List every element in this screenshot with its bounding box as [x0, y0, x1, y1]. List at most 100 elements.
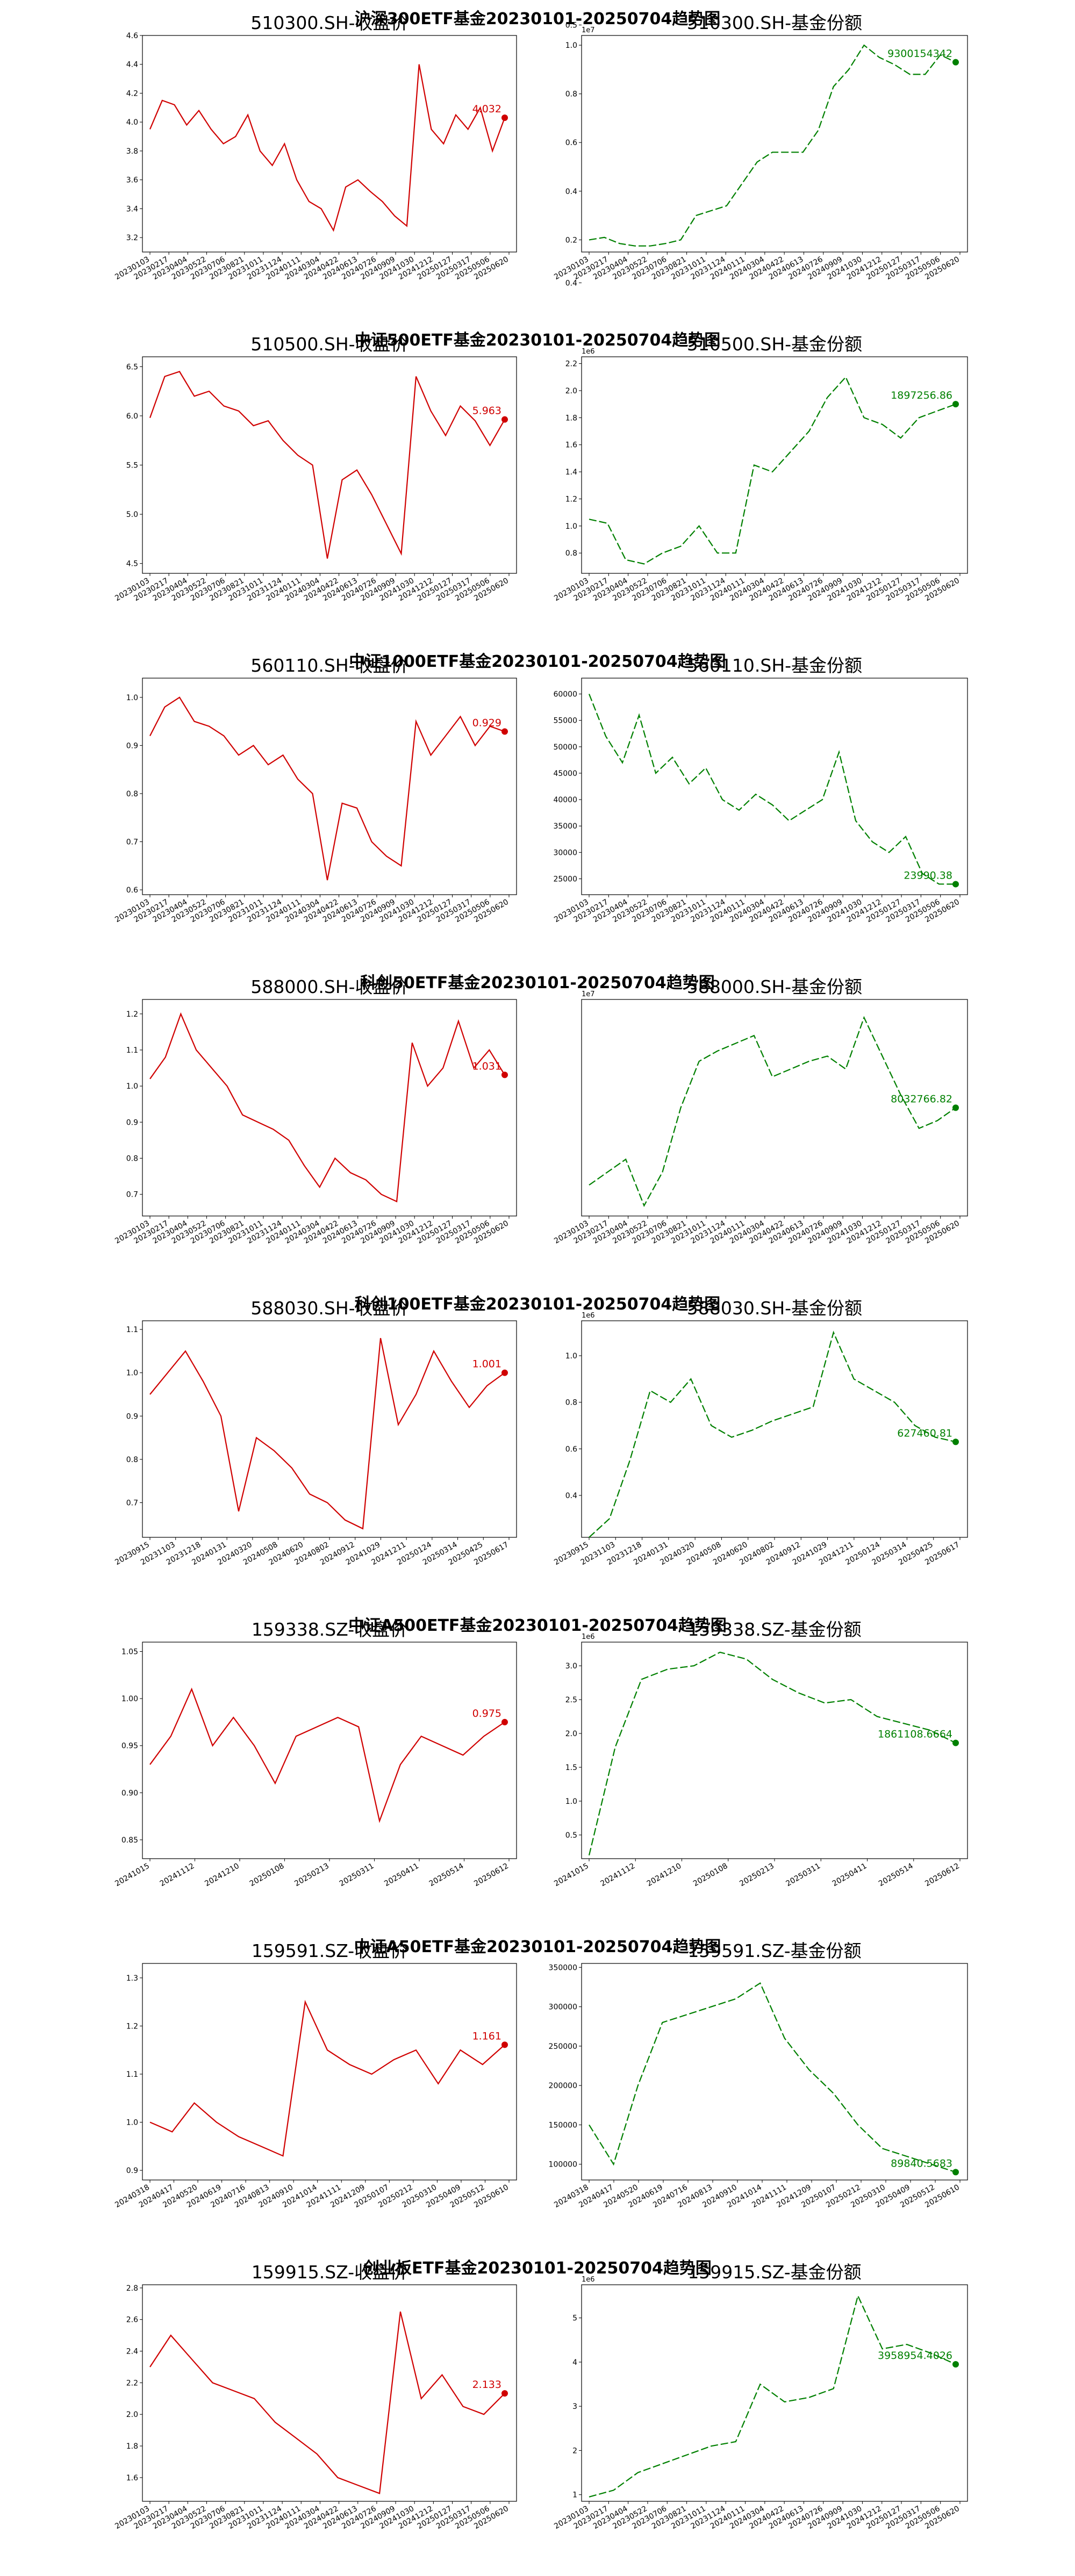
plot-frame	[581, 35, 968, 253]
y-tick-label: 60000	[553, 690, 577, 699]
figure-suptitle: 沪深300ETF基金20230101-20250704趋势图	[354, 10, 721, 28]
series-line	[589, 1330, 956, 1538]
fund-share-chart: 588000.SH-基金份额1e70.40.50.60.70.80.91.01.…	[553, 21, 968, 1246]
fund-share-chart: 588030.SH-基金份额1e60.40.60.81.020230915202…	[553, 1298, 968, 1567]
series-line	[588, 694, 956, 885]
y-tick-label: 250000	[549, 2042, 577, 2051]
last-point-marker	[501, 114, 508, 121]
plot-frame	[142, 356, 517, 574]
x-tick-label: 20250213	[738, 1862, 776, 1888]
y-tick-label: 2.5	[565, 1696, 577, 1704]
y-tick-label: 1.4	[565, 468, 577, 477]
y-tick-label: 0.7	[126, 1191, 138, 1199]
plot-frame	[581, 999, 968, 1217]
last-point-marker	[952, 2361, 959, 2368]
x-tick-label: 20241015	[553, 1862, 590, 1888]
last-point-marker	[952, 881, 959, 888]
x-tick-label: 20250514	[877, 1862, 915, 1889]
y-tick-label: 4.0	[126, 118, 138, 127]
x-tick-label: 20241112	[599, 1862, 637, 1888]
last-value-label: 3958954.4026	[878, 2350, 952, 2362]
last-value-label: 8032766.82	[891, 1093, 952, 1105]
x-tick-label: 20250213	[293, 1862, 331, 1888]
panel-title: 510500.SH-基金份额	[687, 334, 862, 355]
y-tick-label: 0.8	[565, 549, 577, 558]
y-tick-label: 200000	[549, 2082, 577, 2090]
last-value-label: 1.001	[472, 1358, 501, 1370]
last-point-marker	[952, 401, 959, 408]
y-tick-label: 45000	[553, 769, 577, 778]
x-tick-label: 20241210	[203, 1862, 241, 1888]
y-tick-label: 3.2	[126, 234, 138, 242]
y-tick-label: 0.9	[126, 1118, 138, 1127]
plot-frame	[142, 1642, 517, 1859]
last-point-marker	[952, 1104, 959, 1111]
close-price-chart: 159591.SZ-收盘价0.91.01.11.21.3202403182024…	[113, 1940, 517, 2210]
y-tick-label: 300000	[549, 2003, 577, 2012]
y-tick-label: 1.0	[126, 2119, 138, 2127]
panel-title: 159338.SZ-基金份额	[687, 1619, 861, 1640]
axis-offset-label: 1e6	[582, 2276, 595, 2284]
y-tick-label: 100000	[549, 2161, 577, 2169]
figure-suptitle: 创业板ETF基金20230101-20250704趋势图	[363, 2259, 712, 2278]
y-tick-label: 4	[572, 2358, 577, 2367]
last-value-label: 0.929	[472, 717, 501, 729]
y-tick-label: 1.0	[565, 41, 577, 50]
last-point-marker	[952, 59, 959, 66]
y-tick-label: 0.6	[565, 139, 577, 147]
series-line	[149, 1999, 505, 2157]
y-tick-label: 4.6	[126, 32, 138, 40]
close-price-chart: 588000.SH-收盘价0.70.80.91.01.11.2202301032…	[113, 976, 517, 1246]
series-line	[149, 696, 505, 881]
panel-title: 159591.SZ-收盘价	[252, 1940, 407, 1961]
plot-frame	[581, 2284, 968, 2502]
series-line	[589, 1982, 956, 2173]
fund-share-chart: 510300.SH-基金份额1e70.20.40.60.81.020230103…	[553, 12, 968, 282]
y-tick-label: 0.8	[126, 1155, 138, 1163]
y-tick-label: 1.2	[565, 495, 577, 503]
close-price-chart: 560110.SH-收盘价0.60.70.80.91.0202301032023…	[113, 655, 517, 924]
plot-frame	[142, 678, 517, 895]
x-tick-label: 20241112	[159, 1862, 196, 1888]
y-tick-label: 50000	[553, 743, 577, 752]
y-tick-label: 0.95	[121, 1742, 138, 1751]
y-tick-label: 0.8	[126, 790, 138, 798]
fund-share-chart: 560110.SH-基金份额 25000 30000 35000 40000 45000 5…	[553, 655, 968, 924]
y-tick-label: 350000	[549, 1963, 577, 1972]
x-tick-label: 20250108	[692, 1862, 729, 1888]
y-tick-label: 3	[572, 2402, 577, 2411]
y-tick-label: 2.2	[565, 360, 577, 369]
last-value-label: 9300154342	[887, 48, 952, 60]
series-line	[149, 64, 506, 232]
y-tick-label: 1.0	[126, 1082, 138, 1091]
y-tick-label: 40000	[553, 796, 577, 804]
y-tick-label: 2.2	[126, 2379, 138, 2387]
figure-suptitle: 中证500ETF基金20230101-20250704趋势图	[354, 331, 721, 350]
chart-section: 中证1000ETF基金20230101-20250704趋势图 560110.SH…	[0, 647, 1075, 969]
fund-share-chart: 159915.SZ-基金份额1e612345202301032023021720…	[553, 2262, 968, 2531]
last-point-marker	[501, 416, 508, 423]
y-tick-label: 1.0	[565, 1797, 577, 1806]
y-tick-label: 3.4	[126, 205, 138, 213]
y-tick-label: 0.6	[126, 886, 138, 895]
x-tick-label: 20250411	[831, 1862, 869, 1888]
last-point-marker	[501, 1071, 508, 1078]
x-tick-label: 20241210	[646, 1862, 683, 1888]
chart-section: 中证500ETF基金20230101-20250704趋势图 510500.SH-…	[0, 326, 1075, 648]
y-tick-label: 0.4	[565, 188, 577, 196]
last-value-label: 1.031	[472, 1060, 501, 1072]
y-tick-label: 1.2	[126, 1010, 138, 1019]
x-tick-label: 20250612	[923, 1862, 961, 1888]
y-tick-label: 0.90	[121, 1789, 138, 1797]
y-tick-label: 4.2	[126, 89, 138, 98]
last-point-marker	[501, 2041, 508, 2048]
y-tick-label: 1.0	[126, 694, 138, 702]
chart-section: 科创50ETF基金20230101-20250704趋势图 588000.SH-收…	[0, 21, 1075, 1291]
y-tick-label: 1.0	[565, 1352, 577, 1361]
panel-title: 159338.SZ-收盘价	[252, 1619, 407, 1640]
fund-share-chart: 159338.SZ-基金份额 1e6 0.5 1.0 1.5 2.0 2.5 3.0 20241…	[553, 1619, 968, 1889]
y-tick-label: 0.4	[565, 279, 577, 287]
axis-offset-label: 1e7	[582, 26, 595, 34]
chart-section: 中证A50ETF基金20230101-20250704趋势图 159591.SZ-…	[0, 1932, 1075, 2255]
y-tick-label: 1.1	[126, 1326, 138, 1334]
